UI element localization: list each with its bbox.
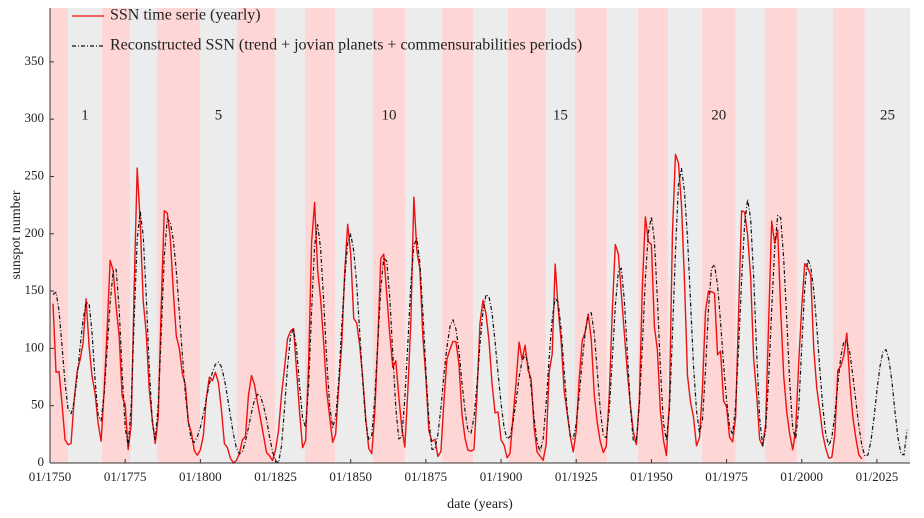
cycle-band <box>335 8 373 463</box>
cycle-label: 10 <box>382 107 397 123</box>
cycle-band <box>200 8 238 463</box>
cycle-label: 20 <box>711 107 726 123</box>
cycle-band <box>237 8 275 463</box>
cycle-band <box>765 8 797 463</box>
x-tick-label: 01/2025 <box>856 469 899 484</box>
cycle-band <box>372 8 406 463</box>
cycle-band <box>637 8 668 463</box>
cycle-label: 25 <box>880 107 895 123</box>
x-tick-label: 01/1800 <box>179 469 222 484</box>
x-tick-label: 01/2000 <box>780 469 823 484</box>
y-tick-label: 200 <box>25 225 45 240</box>
cycle-band <box>473 8 508 463</box>
cycle-band <box>796 8 834 463</box>
cycle-band <box>575 8 607 463</box>
cycle-band <box>50 8 69 463</box>
cycle-band <box>735 8 766 463</box>
cycle-band <box>304 8 336 463</box>
y-tick-label: 250 <box>25 167 45 182</box>
legend: SSN time serie (yearly) Reconstructed SSN… <box>72 7 582 54</box>
legend-label: SSN time serie (yearly) <box>110 7 261 24</box>
cycle-band <box>442 8 474 463</box>
cycle-band <box>864 8 910 463</box>
x-tick-label: 01/1950 <box>630 469 673 484</box>
cycle-band <box>833 8 865 463</box>
x-tick-label: 01/1750 <box>29 469 72 484</box>
cycle-label: 1 <box>81 107 89 123</box>
x-tick-label: 01/1775 <box>104 469 147 484</box>
y-tick-label: 350 <box>25 53 45 68</box>
x-tick-label: 01/1825 <box>254 469 297 484</box>
plot-lines <box>52 153 908 464</box>
cycle-band <box>606 8 638 463</box>
cycle-band <box>701 8 736 463</box>
series-line <box>52 167 908 464</box>
y-tick-label: 150 <box>25 282 45 297</box>
cycle-band <box>157 8 201 463</box>
cycle-band <box>102 8 130 463</box>
legend-label: Reconstructed SSN (trend + jovian planet… <box>110 37 582 54</box>
y-tick-label: 100 <box>25 339 45 354</box>
x-tick-label: 01/1850 <box>329 469 372 484</box>
y-axis-title: sunspot number <box>9 190 24 279</box>
y-tick-label: 300 <box>25 110 45 125</box>
x-axis-title: date (years) <box>447 497 513 512</box>
cycle-band <box>507 8 546 463</box>
axes: 0 50 100 150 200 250 300 350 01/1750 01/1775 01/18… <box>25 8 910 484</box>
cycle-band <box>667 8 702 463</box>
cycle-bands: 1 5 10 15 20 25 <box>50 8 910 463</box>
cycle-band <box>545 8 576 463</box>
x-tick-label: 01/1975 <box>705 469 748 484</box>
x-tick-label: 01/1900 <box>480 469 523 484</box>
cycle-band <box>405 8 443 463</box>
cycle-band <box>68 8 103 463</box>
cycle-label: 5 <box>215 107 223 123</box>
x-tick-label: 01/1875 <box>405 469 448 484</box>
x-tick-label: 01/1925 <box>555 469 598 484</box>
cycle-band <box>274 8 305 463</box>
cycle-label: 15 <box>553 107 568 123</box>
y-tick-label: 50 <box>31 397 44 412</box>
y-tick-label: 0 <box>38 454 45 469</box>
